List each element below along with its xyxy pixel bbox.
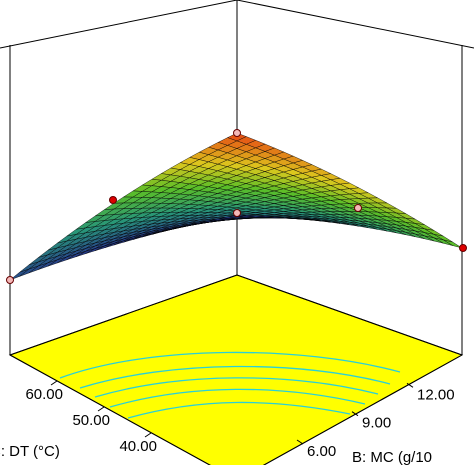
x-tick-label: 50.00: [72, 412, 110, 429]
y-tick: [351, 411, 359, 417]
box-edge: [236, 274, 463, 356]
x-tick: [97, 406, 105, 412]
y-tick-label: 9.00: [362, 415, 391, 432]
x-tick: [50, 380, 58, 386]
x-tick: [144, 432, 152, 438]
design-point: [459, 244, 467, 252]
y-tick: [296, 439, 304, 445]
contour-line: [79, 365, 391, 389]
box-edge: [236, 0, 474, 49]
surface: [9, 132, 463, 281]
design-point: [354, 204, 362, 212]
box-edge: [0, 0, 238, 49]
design-point: [109, 196, 117, 204]
ticks: 60.00 50.00 40.00 6.00 9.00 12.00: [25, 380, 455, 460]
box-edge: [262, 354, 463, 465]
design-point: [6, 276, 14, 284]
design-points: [6, 129, 467, 284]
contours: [59, 351, 401, 419]
box-edge: [9, 354, 211, 465]
y-tick-label: 6.00: [307, 443, 336, 460]
contour-line: [127, 401, 351, 419]
y-tick-label: 12.00: [417, 386, 455, 403]
design-point: [233, 129, 241, 137]
x-axis-label: C: DT (°C): [0, 443, 60, 460]
contour-line: [109, 388, 366, 408]
x-tick-label: 60.00: [25, 386, 63, 403]
y-tick: [406, 382, 414, 388]
contour-line: [59, 351, 401, 379]
contour-line: [94, 377, 379, 398]
design-point: [233, 209, 241, 217]
box-edge: [9, 274, 238, 356]
x-tick-label: 40.00: [119, 438, 157, 455]
y-axis-label: B: MC (g/10: [352, 449, 432, 465]
